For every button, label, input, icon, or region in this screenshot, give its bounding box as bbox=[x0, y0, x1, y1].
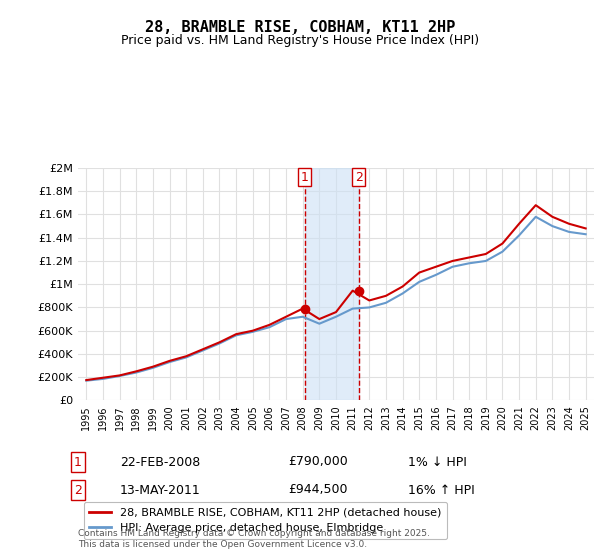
Text: Price paid vs. HM Land Registry's House Price Index (HPI): Price paid vs. HM Land Registry's House … bbox=[121, 34, 479, 46]
Text: 16% ↑ HPI: 16% ↑ HPI bbox=[408, 483, 475, 497]
Text: 28, BRAMBLE RISE, COBHAM, KT11 2HP: 28, BRAMBLE RISE, COBHAM, KT11 2HP bbox=[145, 20, 455, 35]
Text: 1: 1 bbox=[301, 171, 309, 184]
Text: 22-FEB-2008: 22-FEB-2008 bbox=[120, 455, 200, 469]
Text: £944,500: £944,500 bbox=[288, 483, 347, 497]
Text: £790,000: £790,000 bbox=[288, 455, 348, 469]
Text: 2: 2 bbox=[355, 171, 363, 184]
Text: 2: 2 bbox=[74, 483, 82, 497]
Legend: 28, BRAMBLE RISE, COBHAM, KT11 2HP (detached house), HPI: Average price, detache: 28, BRAMBLE RISE, COBHAM, KT11 2HP (deta… bbox=[83, 502, 447, 539]
Text: 13-MAY-2011: 13-MAY-2011 bbox=[120, 483, 201, 497]
Text: 1: 1 bbox=[74, 455, 82, 469]
Text: 1% ↓ HPI: 1% ↓ HPI bbox=[408, 455, 467, 469]
Bar bbox=[305, 168, 359, 400]
Text: Contains HM Land Registry data © Crown copyright and database right 2025.
This d: Contains HM Land Registry data © Crown c… bbox=[78, 529, 430, 549]
